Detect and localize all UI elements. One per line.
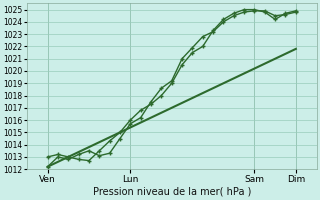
X-axis label: Pression niveau de la mer( hPa ): Pression niveau de la mer( hPa ) [92, 187, 251, 197]
